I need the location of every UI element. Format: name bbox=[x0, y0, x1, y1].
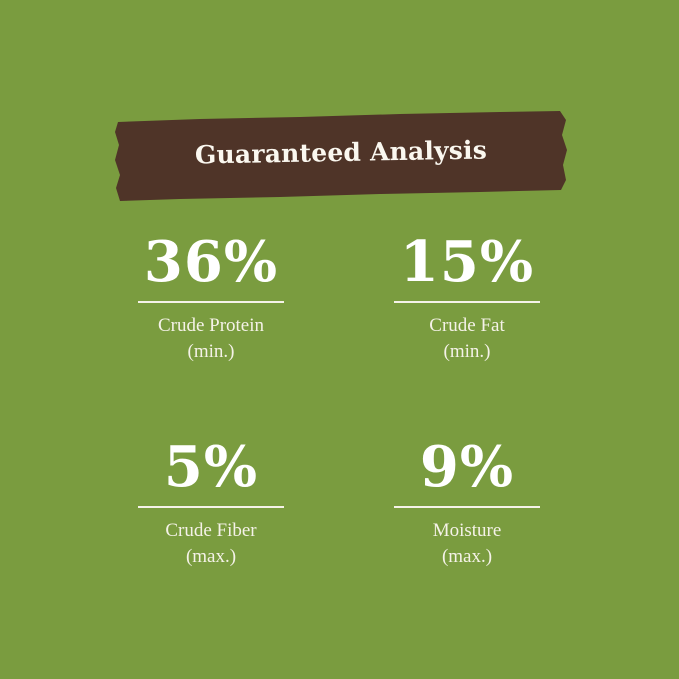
stat-label: Crude Protein bbox=[157, 315, 265, 336]
stat-crude-fiber: 5% Crude Fiber (max.) bbox=[126, 437, 296, 570]
stat-qualifier: (max.) bbox=[185, 546, 237, 567]
stat-label: Moisture bbox=[432, 520, 502, 541]
divider bbox=[138, 506, 284, 508]
divider bbox=[138, 301, 284, 303]
stat-label: Crude Fiber bbox=[165, 520, 257, 541]
stat-label: Crude Fat bbox=[429, 315, 505, 336]
stat-value: 15% bbox=[399, 229, 535, 295]
stat-qualifier: (max.) bbox=[441, 546, 493, 567]
stat-crude-protein: 36% Crude Protein (min.) bbox=[126, 232, 296, 365]
divider bbox=[394, 506, 540, 508]
stat-value: 5% bbox=[163, 434, 259, 500]
stat-value: 36% bbox=[143, 229, 279, 295]
stat-qualifier: (min.) bbox=[443, 341, 491, 362]
stat-crude-fat: 15% Crude Fat (min.) bbox=[382, 232, 552, 365]
stat-value: 9% bbox=[419, 434, 515, 500]
stat-moisture: 9% Moisture (max.) bbox=[382, 437, 552, 570]
banner-shape bbox=[115, 111, 567, 201]
divider bbox=[394, 301, 540, 303]
stat-qualifier: (min.) bbox=[187, 341, 235, 362]
